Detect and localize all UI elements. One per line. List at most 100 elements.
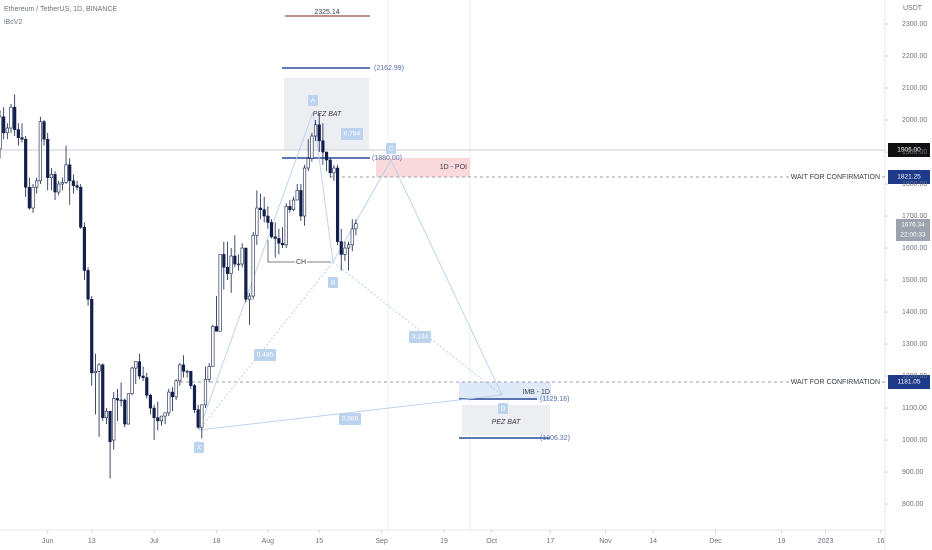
candle-body	[178, 364, 182, 382]
point-box	[328, 277, 338, 288]
candle-body	[20, 137, 24, 140]
y-tick-label: 2000.00	[902, 117, 927, 124]
candle-body	[313, 124, 318, 137]
harmonic-pattern	[198, 111, 503, 431]
alert-label: WAIT FOR CONFIRMATION	[791, 379, 880, 386]
price-tag	[896, 219, 930, 241]
candle-body	[200, 404, 204, 428]
point-box	[498, 403, 508, 414]
candle-body	[288, 206, 292, 210]
candle-body	[13, 106, 17, 130]
chart-title: Ethereum / TetherUS, 1D, BINANCE	[4, 6, 117, 13]
candle-body	[262, 209, 266, 217]
candle-body	[126, 393, 131, 425]
candle-body	[42, 121, 46, 140]
point-box	[308, 95, 318, 106]
level-label: (1129.16)	[540, 396, 569, 403]
candle-body	[335, 167, 340, 242]
candle-body	[291, 199, 296, 210]
candle-body	[141, 375, 145, 378]
x-tick-label: 14	[649, 538, 657, 545]
candle-body	[137, 361, 142, 377]
candle-body	[354, 223, 358, 230]
x-tick-label: Aug	[262, 538, 275, 545]
candle-body	[9, 106, 13, 129]
candle-body	[71, 180, 75, 186]
x-tick-label: 16	[877, 538, 885, 545]
y-tick-label: 1000.00	[902, 437, 927, 444]
candle-body	[211, 326, 215, 367]
x-tick-label: Dec	[709, 538, 722, 545]
candle-body	[170, 391, 175, 398]
price-tag	[888, 170, 930, 184]
indicator-name: iBcV2	[4, 19, 22, 26]
imbalance-zone	[459, 382, 551, 400]
candle-body	[236, 263, 241, 266]
candle-body	[207, 366, 211, 380]
candle-body	[156, 417, 160, 422]
candles	[0, 94, 358, 479]
candle-body	[346, 244, 351, 249]
ratio-label: 0.886	[342, 416, 359, 423]
price-tag-label: 1906.00	[897, 147, 921, 154]
y-tick-label: 1100.00	[902, 405, 927, 412]
candle-body	[93, 370, 97, 374]
ratio-box	[409, 331, 431, 343]
candle-body	[79, 186, 83, 228]
x-tick-label: Nov	[599, 538, 612, 545]
candle-body	[5, 127, 9, 134]
candle-body	[31, 186, 35, 209]
y-tick-label: 1600.00	[902, 245, 927, 252]
candle-body	[189, 370, 193, 386]
level-label: (1006.32)	[540, 435, 570, 442]
x-tick-label: Jul	[150, 538, 159, 545]
candle-body	[229, 255, 233, 274]
y-tick-label: 1200.00	[902, 373, 927, 380]
candle-body	[174, 380, 178, 398]
y-tick-label: 1400.00	[902, 309, 927, 316]
axes: 800.00 900.00 1000.00 1100.00 1200.00 1300.00…	[42, 21, 927, 545]
candle-body	[324, 151, 329, 161]
candle-body	[295, 190, 299, 201]
candle-body	[317, 124, 321, 142]
candle-body	[159, 415, 164, 422]
candle-body	[46, 138, 50, 178]
y-tick-label: 2300.00	[902, 21, 927, 28]
candle-body	[75, 185, 79, 188]
candle-body	[299, 190, 303, 217]
ratio-box	[254, 349, 276, 361]
candle-body	[86, 270, 90, 300]
candle-body	[64, 164, 68, 183]
level-label: (1880.00)	[372, 155, 402, 162]
x-tick-label: 2023	[818, 538, 834, 545]
y-tick-label: 1900.00	[902, 149, 927, 156]
candle-body	[68, 164, 72, 182]
candle-body	[35, 180, 39, 188]
price-tag-label: 1821.25	[897, 174, 921, 181]
candle-body	[27, 186, 31, 209]
candle-body	[218, 254, 222, 332]
axis-unit: USDT	[903, 5, 923, 12]
candle-body	[104, 410, 108, 418]
level-label: (2162.99)	[374, 65, 404, 72]
candle-body	[108, 410, 112, 442]
candle-body	[266, 215, 270, 223]
ratio-label: 3.134	[412, 334, 429, 341]
point-label: D	[501, 406, 506, 413]
x-tick-label: 19	[778, 538, 786, 545]
candle-body	[240, 247, 244, 265]
x-tick-label: Oct	[486, 538, 497, 545]
harmonic-pattern	[332, 261, 503, 396]
candle-body	[90, 298, 94, 374]
candle-body	[233, 255, 237, 265]
price-tag	[888, 375, 930, 389]
candle-body	[60, 182, 64, 185]
candle-body	[16, 129, 20, 138]
y-tick-label: 800.00	[902, 501, 924, 508]
candle-body	[273, 236, 277, 239]
y-tick-label: 1800.00	[902, 181, 927, 188]
candle-body	[302, 167, 307, 217]
candle-body	[280, 242, 285, 246]
